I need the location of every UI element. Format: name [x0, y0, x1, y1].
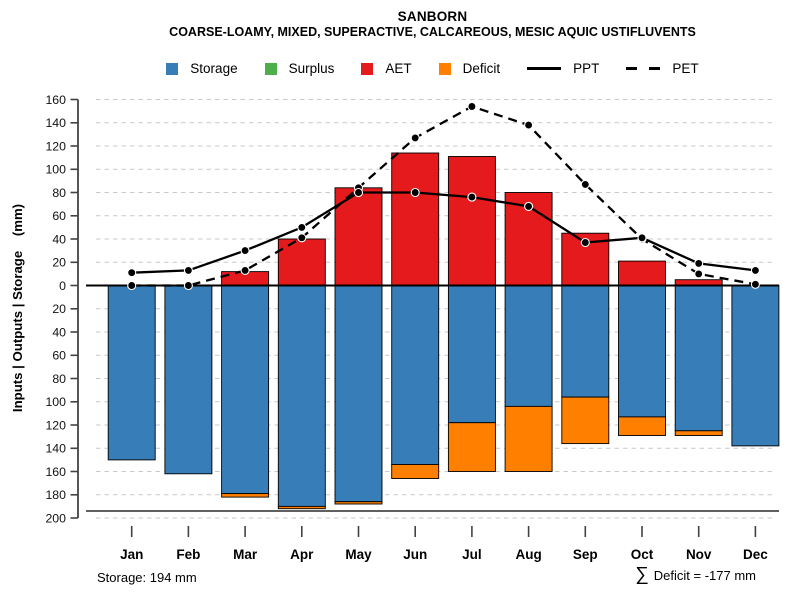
svg-text:60: 60: [52, 349, 66, 363]
svg-text:80: 80: [52, 372, 66, 386]
deficit-bar-nov: [674, 430, 723, 436]
svg-text:Dec: Dec: [743, 547, 768, 562]
svg-text:180: 180: [45, 488, 66, 502]
storage-bar-mar: [221, 285, 270, 495]
legend-item-storage: Storage: [166, 61, 238, 76]
deficit-bar-sep: [561, 396, 610, 445]
legend-item-surplus: Surplus: [264, 61, 335, 76]
storage-bar-jan: [107, 285, 156, 461]
svg-text:120: 120: [45, 418, 66, 432]
legend-item-pet: PET: [626, 61, 699, 76]
legend-label: PPT: [573, 61, 600, 76]
deficit-bar-aug: [504, 405, 553, 472]
svg-text:100: 100: [45, 163, 66, 177]
bars: [107, 152, 780, 510]
deficit-bar-oct: [618, 416, 666, 436]
svg-text:160: 160: [45, 93, 66, 107]
surplus-swatch-icon: [264, 62, 277, 75]
storage-swatch-icon: [166, 62, 179, 75]
storage-bar-jul: [447, 285, 496, 424]
ppt-line: [131, 191, 756, 274]
svg-text:60: 60: [52, 209, 66, 223]
svg-text:40: 40: [52, 232, 66, 246]
svg-text:0: 0: [59, 279, 66, 293]
pet-swatch-icon: [626, 67, 661, 70]
storage-bar-aug: [504, 285, 553, 407]
svg-text:120: 120: [45, 139, 66, 153]
legend-item-ppt: PPT: [527, 61, 599, 76]
y-axis-title: Inputs | Outputs | Storage (mm): [10, 204, 25, 412]
svg-text:20: 20: [52, 302, 66, 316]
ppt-swatch-icon: [527, 67, 562, 70]
storage-bar-oct: [618, 285, 666, 418]
aet-bar-apr: [277, 238, 326, 286]
svg-text:May: May: [345, 547, 372, 562]
legend-label: PET: [672, 61, 699, 76]
aet-bar-oct: [618, 260, 666, 286]
legend-label: AET: [385, 61, 412, 76]
y-axis: 2001801601401201008060402002040608010012…: [45, 93, 79, 525]
legend-item-deficit: Deficit: [438, 61, 501, 76]
deficit-bar-mar: [221, 493, 270, 498]
svg-text:Jun: Jun: [403, 547, 427, 562]
svg-text:Sep: Sep: [573, 547, 598, 562]
svg-text:Mar: Mar: [233, 547, 258, 562]
svg-text:100: 100: [45, 395, 66, 409]
legend-item-aet: AET: [361, 61, 412, 76]
deficit-bar-jun: [391, 464, 440, 479]
svg-text:140: 140: [45, 116, 66, 130]
ppt-points: [127, 187, 760, 278]
storage-bar-may: [334, 285, 383, 503]
svg-text:Feb: Feb: [176, 547, 200, 562]
svg-text:140: 140: [45, 442, 66, 456]
page-subtitle: COARSE-LOAMY, MIXED, SUPERACTIVE, CALCAR…: [169, 25, 696, 39]
legend-label: Storage: [190, 61, 238, 76]
storage-bar-jun: [391, 285, 440, 465]
storage-bar-apr: [277, 285, 326, 507]
sigma-symbol: ∑: [635, 564, 649, 585]
svg-text:20: 20: [52, 256, 66, 270]
deficit-swatch-icon: [438, 62, 451, 75]
storage-bar-nov: [674, 285, 723, 432]
deficit-bar-may: [334, 501, 383, 505]
deficit-bar-apr: [277, 505, 326, 510]
pet-line: [131, 105, 756, 287]
svg-text:Oct: Oct: [631, 547, 654, 562]
page-title: SANBORN: [397, 9, 468, 24]
svg-text:Jul: Jul: [462, 547, 482, 562]
sum-deficit-text: Deficit = -177 mm: [653, 568, 756, 583]
svg-text:80: 80: [52, 186, 66, 200]
storage-capacity-note: Storage: 194 mm: [97, 570, 197, 585]
legend-label: Surplus: [288, 61, 335, 76]
aet-bar-jul: [447, 156, 496, 286]
storage-bar-dec: [731, 285, 780, 447]
deficit-bar-jul: [447, 422, 496, 472]
svg-text:Nov: Nov: [686, 547, 712, 562]
svg-text:Apr: Apr: [290, 547, 314, 562]
svg-text:40: 40: [52, 325, 66, 339]
x-axis: Jan Feb Mar Apr May Jun Jul Aug Sep Oct Nov Dec: [120, 526, 768, 562]
legend: Storage Surplus AET Deficit PPT PET: [65, 61, 800, 76]
sum-deficit-note: ∑ Deficit = -177 mm: [635, 564, 756, 585]
aet-swatch-icon: [361, 62, 374, 75]
svg-text:160: 160: [45, 465, 66, 479]
legend-label: Deficit: [462, 61, 501, 76]
svg-text:Aug: Aug: [515, 547, 541, 562]
storage-bar-sep: [561, 285, 610, 398]
aet-bar-jun: [391, 152, 440, 286]
svg-text:200: 200: [45, 511, 66, 525]
storage-bar-feb: [164, 285, 213, 475]
svg-text:Jan: Jan: [120, 547, 143, 562]
